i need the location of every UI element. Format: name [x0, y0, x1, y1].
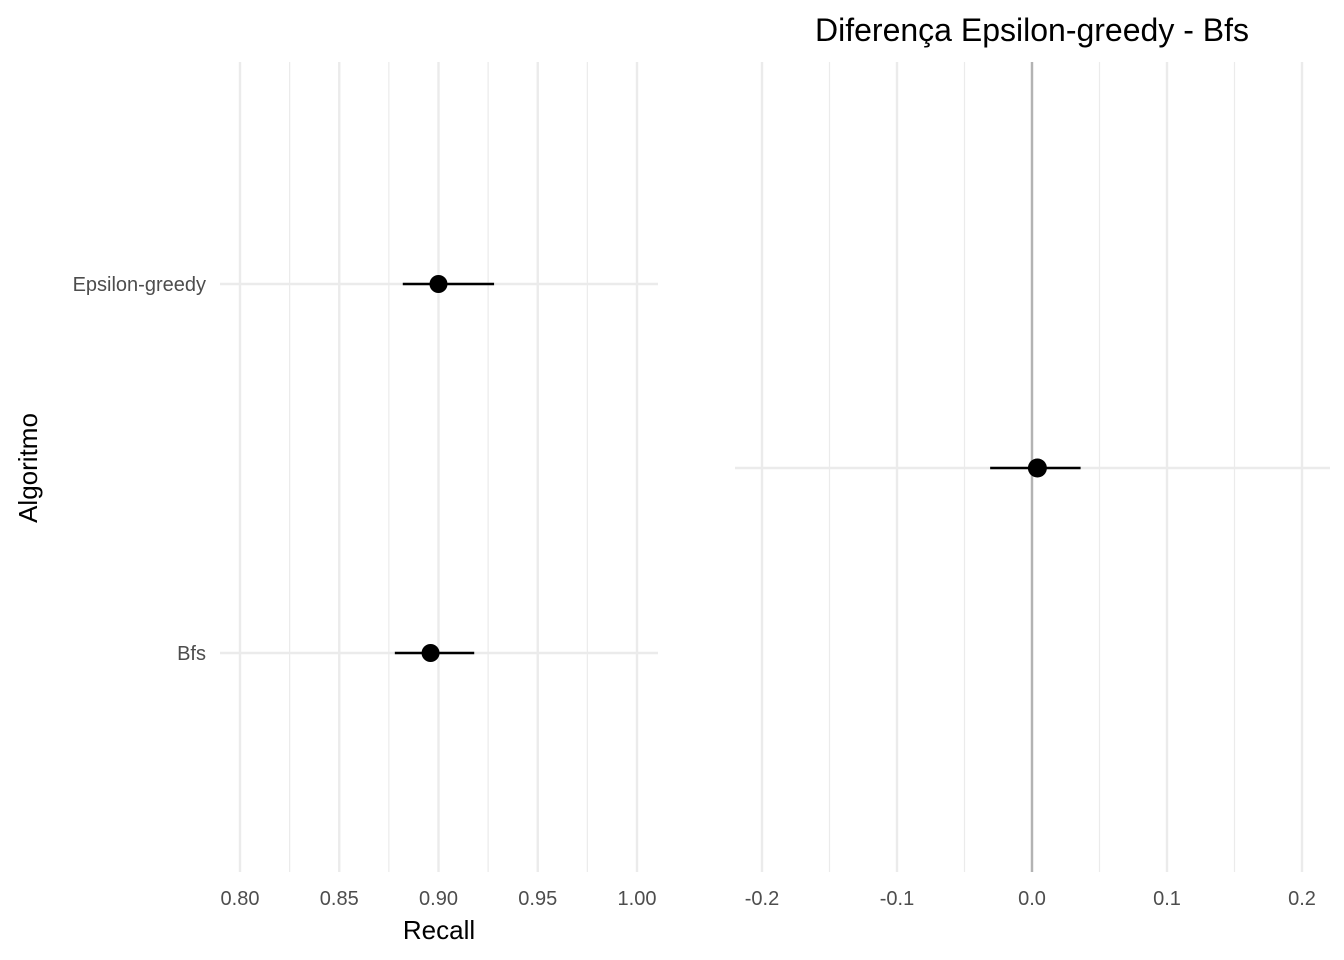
- x-tick-label: 0.80: [221, 888, 260, 910]
- x-tick-label: 0.95: [518, 888, 557, 910]
- x-tick-label: 0.85: [320, 888, 359, 910]
- x-tick-label: 0.1: [1153, 888, 1181, 910]
- x-tick-label: 1.00: [618, 888, 657, 910]
- difference-panel: -0.2 -0.1 0.0 0.1 0.2 Diferença Epsilon-greed…: [735, 12, 1330, 910]
- plot-title: Diferença Epsilon-greedy - Bfs: [815, 12, 1249, 48]
- y-tick-label: Bfs: [177, 643, 206, 665]
- point-estimate: [1027, 458, 1047, 478]
- point-estimate: [421, 644, 440, 662]
- point-estimate: [429, 275, 448, 293]
- x-tick-label: -0.2: [745, 888, 779, 910]
- x-tick-label: 0.2: [1288, 888, 1316, 910]
- recall-panel: 0.80 0.85 0.90 0.95 1.00 Epsilon-greedy Bfs Rec…: [13, 62, 658, 945]
- x-tick-label: 0.90: [419, 888, 458, 910]
- x-axis-title: Recall: [403, 915, 475, 945]
- x-tick-label: 0.0: [1018, 888, 1046, 910]
- x-tick-label: -0.1: [880, 888, 914, 910]
- y-axis-title: Algoritmo: [13, 413, 43, 523]
- y-tick-label: Epsilon-greedy: [73, 274, 206, 296]
